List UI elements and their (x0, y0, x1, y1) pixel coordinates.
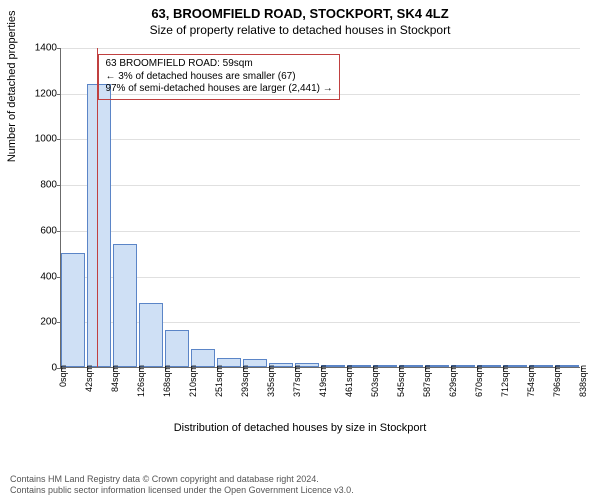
x-tick-label: 293sqm (240, 365, 250, 397)
histogram-bar (139, 303, 163, 367)
histogram-bar (87, 84, 111, 367)
gridline (61, 139, 580, 140)
histogram-bar (61, 253, 85, 367)
y-tick-mark (57, 185, 61, 186)
y-tick-mark (57, 94, 61, 95)
plot-area: 02004006008001000120014000sqm42sqm84sqm1… (60, 48, 580, 368)
gridline (61, 231, 580, 232)
x-tick-label: 210sqm (188, 365, 198, 397)
x-tick-label: 754sqm (526, 365, 536, 397)
y-axis-label: Number of detached properties (6, 11, 18, 163)
y-tick-mark (57, 139, 61, 140)
y-tick-label: 1400 (21, 43, 57, 54)
footer-line-2: Contains public sector information licen… (10, 485, 354, 496)
y-tick-mark (57, 48, 61, 49)
x-tick-label: 838sqm (578, 365, 588, 397)
y-tick-label: 1200 (21, 88, 57, 99)
y-tick-label: 600 (21, 225, 57, 236)
x-tick-label: 42sqm (84, 365, 94, 392)
y-tick-label: 400 (21, 271, 57, 282)
chart-container: Number of detached properties 0200400600… (0, 38, 600, 438)
x-tick-label: 629sqm (448, 365, 458, 397)
x-tick-label: 126sqm (136, 365, 146, 397)
x-tick-label: 84sqm (110, 365, 120, 392)
gridline (61, 185, 580, 186)
x-tick-label: 545sqm (396, 365, 406, 397)
x-axis-label: Distribution of detached houses by size … (0, 422, 600, 434)
histogram-bar (113, 244, 137, 367)
x-tick-label: 377sqm (292, 365, 302, 397)
y-tick-label: 0 (21, 363, 57, 374)
x-tick-label: 461sqm (344, 365, 354, 397)
x-tick-label: 168sqm (162, 365, 172, 397)
annotation-line: ← 3% of detached houses are smaller (67) (105, 71, 332, 84)
annotation-line: 63 BROOMFIELD ROAD: 59sqm (105, 58, 332, 71)
y-tick-mark (57, 231, 61, 232)
page-title: 63, BROOMFIELD ROAD, STOCKPORT, SK4 4LZ (0, 0, 600, 21)
x-tick-label: 419sqm (318, 365, 328, 397)
x-tick-label: 587sqm (422, 365, 432, 397)
x-tick-label: 712sqm (500, 365, 510, 397)
page-subtitle: Size of property relative to detached ho… (0, 21, 600, 37)
x-tick-label: 251sqm (214, 365, 224, 397)
footer-attribution: Contains HM Land Registry data © Crown c… (10, 474, 354, 497)
x-tick-label: 335sqm (266, 365, 276, 397)
y-tick-label: 1000 (21, 134, 57, 145)
annotation-line: 97% of semi-detached houses are larger (… (105, 83, 332, 96)
y-tick-label: 200 (21, 317, 57, 328)
x-tick-label: 670sqm (474, 365, 484, 397)
x-tick-label: 796sqm (552, 365, 562, 397)
x-tick-label: 0sqm (58, 365, 68, 387)
footer-line-1: Contains HM Land Registry data © Crown c… (10, 474, 354, 485)
histogram-bar (165, 330, 189, 367)
y-tick-label: 800 (21, 180, 57, 191)
gridline (61, 48, 580, 49)
gridline (61, 277, 580, 278)
annotation-box: 63 BROOMFIELD ROAD: 59sqm← 3% of detache… (98, 54, 339, 100)
x-tick-label: 503sqm (370, 365, 380, 397)
